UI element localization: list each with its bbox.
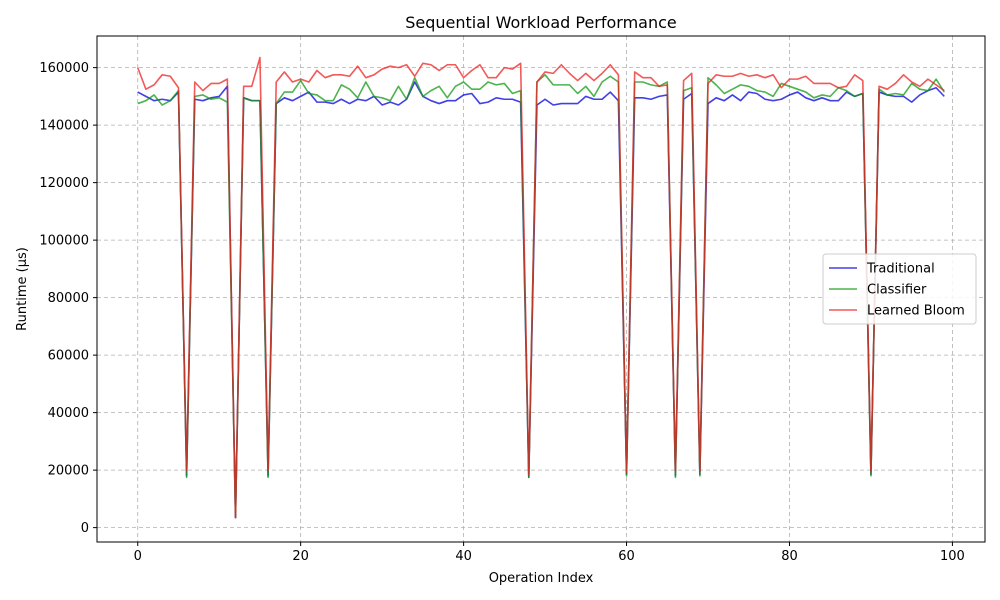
legend-label: Traditional — [866, 262, 935, 277]
series-line-learned-bloom — [136, 56, 945, 519]
chart-title: Sequential Workload Performance — [405, 13, 677, 32]
y-tick-label: 0 — [81, 521, 89, 536]
x-tick-label: 0 — [134, 549, 142, 564]
y-tick-label: 40000 — [48, 406, 89, 421]
plot-frame — [96, 35, 986, 543]
y-axis-label: Runtime (µs) — [15, 247, 30, 331]
x-axis-label: Operation Index — [489, 571, 594, 586]
y-tick-label: 120000 — [39, 176, 89, 191]
y-tick-label: 100000 — [39, 234, 89, 249]
x-tick-label: 20 — [292, 549, 309, 564]
legend-label: Learned Bloom — [867, 304, 965, 319]
y-tick-label: 60000 — [48, 349, 89, 364]
legend-label: Classifier — [867, 283, 927, 298]
y-tick-label: 80000 — [48, 291, 89, 306]
x-tick-label: 100 — [940, 549, 965, 564]
x-tick-label: 40 — [455, 549, 472, 564]
series-lines — [136, 56, 945, 519]
x-tick-label: 60 — [618, 549, 635, 564]
axis-ticks: 0 20 40 60 80 100 0 20000 40000 60000 80000 100000 1… — [39, 61, 964, 564]
y-tick-label: 20000 — [48, 464, 89, 479]
legend: Traditional Classifier Learned Bloom — [822, 253, 977, 325]
x-tick-label: 80 — [781, 549, 798, 564]
y-tick-label: 160000 — [39, 61, 89, 76]
legend-box — [822, 253, 977, 325]
y-tick-label: 140000 — [39, 119, 89, 134]
